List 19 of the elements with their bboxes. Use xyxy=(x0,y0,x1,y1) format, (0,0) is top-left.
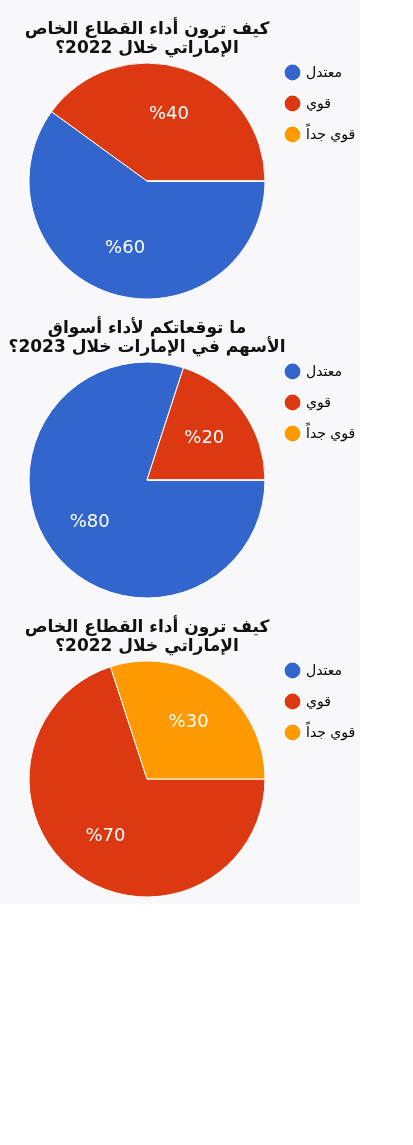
chart-title: كيف ترون أداء القطاع الخاص الإماراتي خلال 2022؟ xyxy=(24,17,270,58)
pie-slice xyxy=(28,361,266,599)
data-label: %40 xyxy=(148,101,189,123)
chart-title: ما توقعاتكم لأداء أسواق الأسهم في الإمارات خلال 2023؟ xyxy=(8,316,286,357)
legend-label: معتدل xyxy=(306,63,342,80)
data-label: %70 xyxy=(85,824,126,846)
legend-label: قوي xyxy=(306,692,331,710)
legend-label: قوي xyxy=(306,94,331,112)
legend-label: قوي xyxy=(306,393,331,411)
legend-label: قوي جداً xyxy=(305,721,356,741)
chart-title: كيف ترون أداء القطاع الخاص الإماراتي خلال 2022؟ xyxy=(24,615,270,656)
data-label: %20 xyxy=(184,426,225,448)
data-label: %60 xyxy=(105,236,146,258)
legend-label: قوي جداً xyxy=(305,123,356,143)
legend-label: معتدل xyxy=(306,661,342,678)
legend-label: معتدل xyxy=(306,362,342,379)
data-label: %80 xyxy=(69,509,110,531)
data-label: %30 xyxy=(168,709,209,731)
legend-label: قوي جداً xyxy=(305,422,356,442)
